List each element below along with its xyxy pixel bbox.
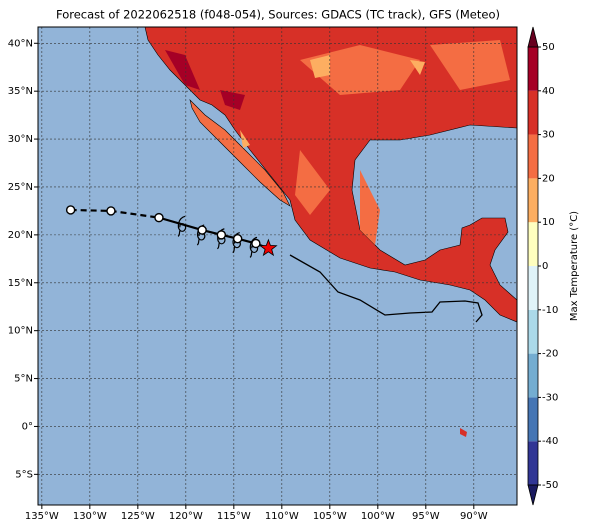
colorbar-segment bbox=[528, 134, 538, 179]
colorbar-tick-label: -30 bbox=[542, 392, 558, 403]
colorbar-segment bbox=[528, 47, 538, 91]
y-tick-label: 20°N bbox=[8, 230, 33, 241]
x-tick-label: 100°W bbox=[361, 511, 395, 522]
track-point bbox=[232, 233, 243, 244]
island bbox=[460, 428, 467, 437]
colorbar-segment bbox=[528, 397, 538, 442]
colorbar-segment bbox=[528, 441, 538, 485]
x-tick-label: 90°W bbox=[460, 511, 488, 522]
colorbar-segment bbox=[528, 90, 538, 135]
track-point bbox=[154, 212, 164, 223]
colorbar-segment bbox=[528, 178, 538, 223]
track-point bbox=[251, 238, 261, 249]
y-tick-label: 40°N bbox=[8, 38, 33, 49]
colorbar-tick-label: 0 bbox=[542, 261, 548, 272]
track-point bbox=[106, 206, 116, 216]
colorbar-label: Max Temperature (°C) bbox=[569, 211, 580, 321]
colorbar-tick-label: 30 bbox=[542, 130, 555, 141]
colorbar-tick-label: -20 bbox=[542, 349, 558, 360]
colorbar-tick-label: 40 bbox=[542, 86, 555, 97]
x-tick-label: 125°W bbox=[121, 511, 155, 522]
warm-patches bbox=[295, 40, 510, 245]
colorbar-extend-high bbox=[527, 26, 539, 48]
colorbar-segment bbox=[528, 309, 538, 354]
colorbar-tick-label: 10 bbox=[542, 217, 555, 228]
x-tick-label: 135°W bbox=[25, 511, 59, 522]
chart-title: Forecast of 2022062518 (f048-054), Sourc… bbox=[56, 8, 500, 22]
storm-symbol bbox=[177, 215, 187, 237]
y-tick-label: 0° bbox=[22, 421, 33, 432]
x-tick-label: 95°W bbox=[412, 511, 440, 522]
plot-frame bbox=[37, 26, 518, 506]
plate-boundary bbox=[289, 254, 483, 323]
y-tick-label: 5°S bbox=[15, 469, 33, 480]
x-tick-label: 115°W bbox=[217, 511, 251, 522]
track bbox=[65, 205, 278, 258]
colorbar-segment bbox=[528, 353, 538, 398]
x-tick-label: 120°W bbox=[169, 511, 203, 522]
track-point bbox=[65, 205, 76, 215]
track-point bbox=[197, 225, 207, 235]
colorbar-tick-label: -50 bbox=[542, 480, 558, 491]
land bbox=[38, 27, 517, 505]
y-tick-label: 5°N bbox=[14, 374, 33, 385]
colorbar-tick-label: -10 bbox=[542, 305, 558, 316]
y-tick-label: 25°N bbox=[8, 182, 33, 193]
y-tick-label: 15°N bbox=[8, 278, 33, 289]
axes: 135°W 130°W 125°W 120°W 115°W 110°W 105°W 100°W… bbox=[8, 38, 488, 522]
y-tick-label: 10°N bbox=[8, 326, 33, 337]
y-tick-label: 35°N bbox=[8, 86, 33, 97]
current-position bbox=[259, 238, 278, 257]
colorbar-segment bbox=[528, 266, 538, 310]
colorbar-tick-label: -40 bbox=[542, 436, 558, 447]
x-tick-label: 110°W bbox=[265, 511, 299, 522]
track-point bbox=[216, 230, 227, 240]
colorbar: -50 -40 -30 -20 -10 0 10 20 30 40 50 Max Temperatur… bbox=[527, 26, 580, 506]
colorbar-segment bbox=[528, 222, 538, 266]
baja-california bbox=[189, 99, 291, 207]
x-tick-label: 130°W bbox=[73, 511, 107, 522]
colorbar-tick-label: 50 bbox=[542, 42, 555, 53]
hot-patches bbox=[165, 50, 245, 110]
colorbar-tick-label: 20 bbox=[542, 173, 555, 184]
x-tick-label: 105°W bbox=[313, 511, 347, 522]
colorbar-extend-low bbox=[527, 484, 539, 506]
y-tick-label: 30°N bbox=[8, 134, 33, 145]
